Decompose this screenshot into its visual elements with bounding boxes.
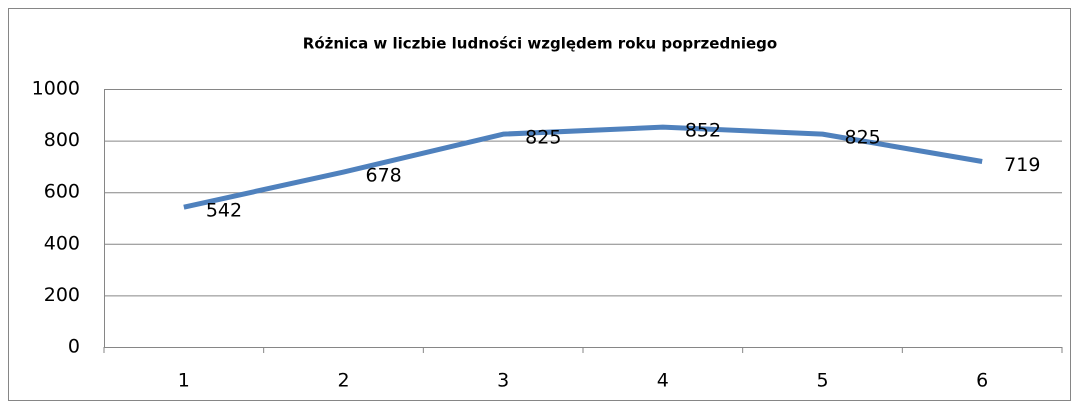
line: [183, 124, 983, 210]
x-tick-label: 5: [816, 370, 828, 392]
chart-border: [8, 8, 1071, 401]
x-tick-label: 3: [497, 370, 509, 392]
y-tick-label: 400: [44, 232, 80, 254]
y-tick-label: 600: [44, 181, 80, 203]
chart-title: Różnica w liczbie ludności względem roku…: [303, 35, 777, 53]
x-tick-label: 1: [178, 370, 190, 392]
y-tick-label: 200: [44, 284, 80, 306]
x-tick-label: 4: [657, 370, 669, 392]
y-tick-label: 1000: [32, 78, 80, 100]
data-label: 542: [206, 200, 242, 222]
x-tick-label: 2: [337, 370, 349, 392]
y-tick-label: 0: [68, 336, 80, 358]
x-tick-label: 6: [976, 370, 988, 392]
data-label: 825: [845, 127, 881, 149]
data-label: 678: [366, 165, 402, 187]
data-label: 852: [685, 120, 721, 142]
data-label: 825: [525, 127, 561, 149]
y-tick-label: 800: [44, 129, 80, 151]
data-label: 719: [1004, 154, 1040, 176]
